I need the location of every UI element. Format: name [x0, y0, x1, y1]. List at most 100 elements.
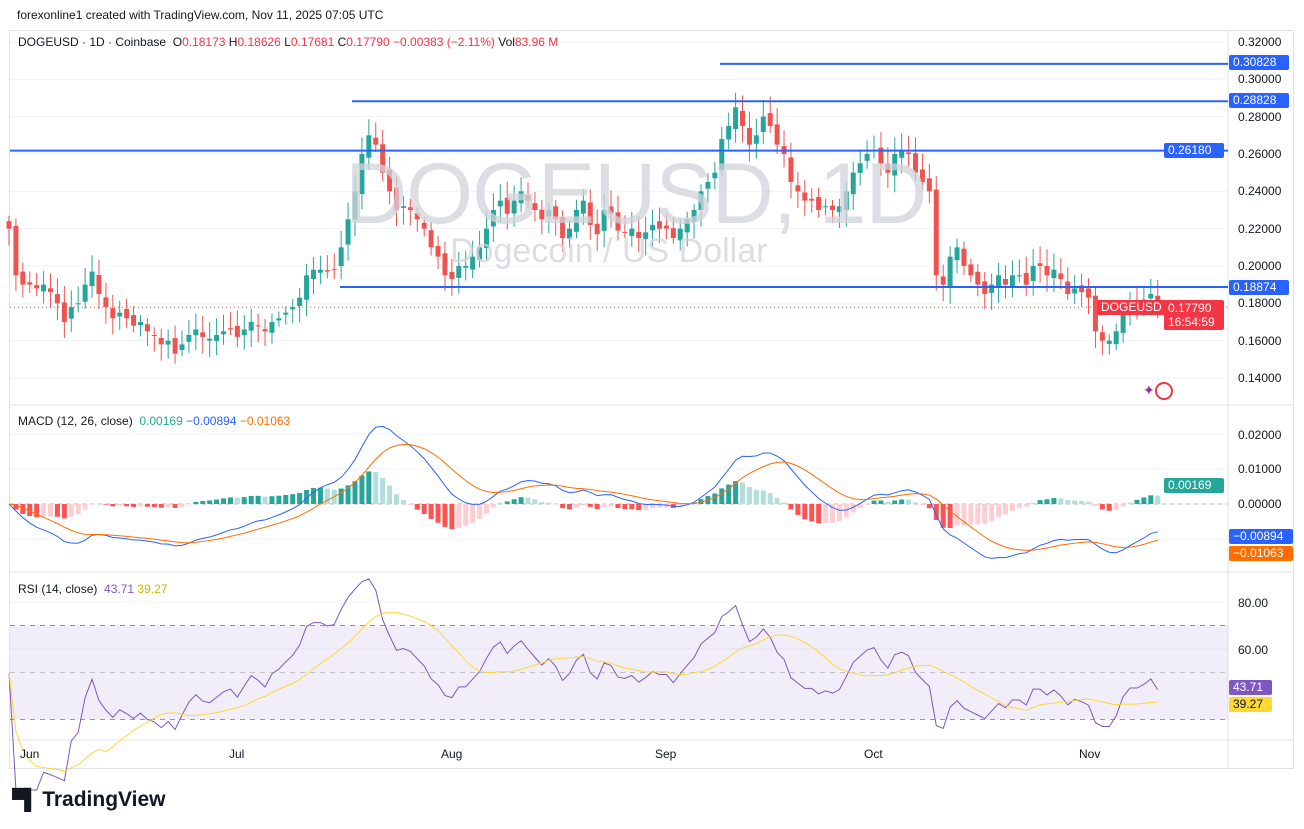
- candle-body: [712, 172, 718, 179]
- candle-body: [387, 169, 393, 192]
- candle-body: [567, 228, 573, 239]
- macd-label[interactable]: MACD (12, 26, close): [18, 414, 133, 428]
- price-tick: 0.32000: [1238, 35, 1282, 49]
- chart-frame[interactable]: [9, 30, 1294, 769]
- candle-body: [829, 205, 835, 210]
- macd-histogram-bar: [290, 494, 296, 504]
- level-badge: 0.30828: [1229, 55, 1289, 70]
- candle-body: [788, 157, 794, 182]
- candle-body: [968, 264, 974, 276]
- macd-histogram-bar: [726, 484, 732, 504]
- macd-histogram-bar: [892, 500, 898, 504]
- macd-histogram-bar: [165, 504, 171, 508]
- candle-body: [1002, 278, 1008, 285]
- macd-histogram-bar: [1106, 504, 1112, 511]
- macd-histogram-bar: [511, 499, 517, 504]
- rsi-label[interactable]: RSI (14, close): [18, 582, 98, 596]
- candle-body: [1072, 288, 1078, 294]
- candle-body: [193, 329, 199, 336]
- candle-body: [857, 163, 863, 173]
- candle-body: [656, 221, 662, 229]
- macd-tick: 0.02000: [1238, 428, 1282, 442]
- candle-body: [719, 139, 725, 171]
- macd-histogram-bar: [996, 504, 1002, 517]
- candle-body: [68, 307, 74, 319]
- macd-value: −0.00894: [186, 414, 237, 428]
- macd-hist-badge: 0.00169: [1164, 478, 1224, 493]
- macd-histogram-bar: [470, 504, 476, 524]
- macd-histogram-bar: [587, 504, 593, 507]
- macd-histogram-bar: [297, 492, 303, 504]
- macd-badge: −0.00894: [1229, 529, 1293, 544]
- macd-hist-value: 0.00169: [139, 414, 183, 428]
- candle-body: [996, 275, 1002, 287]
- rsi-legend: RSI (14, close) 43.71 39.27: [18, 582, 167, 596]
- rsi-ma-badge: 39.27: [1229, 697, 1272, 712]
- macd-histogram-bar: [961, 504, 967, 526]
- logo-text: TradingView: [42, 788, 166, 811]
- price-tick: 0.28000: [1238, 109, 1282, 124]
- candle-body: [650, 224, 656, 231]
- candle-body: [573, 209, 579, 232]
- candle-body: [553, 206, 559, 220]
- candle-body: [1079, 285, 1085, 293]
- macd-histogram-bar: [712, 493, 718, 504]
- candle-body: [823, 206, 829, 208]
- macd-histogram-bar: [795, 504, 801, 515]
- last-price: 0.17790: [1168, 301, 1212, 315]
- candle-body: [310, 269, 316, 279]
- macd-histogram-bar: [580, 504, 586, 506]
- candle-body: [989, 284, 995, 294]
- candle-body: [394, 187, 400, 210]
- rsi-value: 43.71: [104, 582, 135, 596]
- candle-body: [940, 276, 946, 285]
- macd-histogram-bar: [193, 501, 199, 504]
- candle-body: [477, 247, 483, 260]
- candle-body: [601, 209, 607, 231]
- candle-body: [269, 321, 275, 333]
- macd-histogram-bar: [54, 504, 60, 517]
- events-icons[interactable]: ✦: [1143, 382, 1173, 401]
- macd-histogram-bar: [1092, 504, 1098, 507]
- macd-histogram-bar: [560, 504, 566, 509]
- macd-histogram-bar: [214, 499, 220, 504]
- candle-body: [961, 248, 967, 266]
- candle-body: [636, 231, 642, 238]
- tradingview-logo[interactable]: ▀▌ TradingView: [12, 788, 166, 812]
- low-label: L: [284, 35, 291, 49]
- candle-body: [1016, 275, 1022, 277]
- price-tick: 0.14000: [1238, 370, 1282, 385]
- us-flag-icon[interactable]: [1154, 382, 1173, 401]
- level-badge: 0.18874: [1229, 280, 1289, 295]
- candle-body: [414, 213, 420, 220]
- macd-histogram-bar: [345, 485, 351, 504]
- macd-histogram-bar: [1072, 500, 1078, 504]
- macd-histogram-bar: [1120, 504, 1126, 507]
- macd-histogram-bar: [802, 504, 808, 520]
- macd-histogram-bar: [103, 504, 109, 505]
- volume-value: 83.96 M: [514, 35, 559, 49]
- candle-body: [158, 337, 164, 345]
- candle-body: [75, 303, 81, 305]
- macd-histogram-bar: [1044, 499, 1050, 504]
- macd-histogram-bar: [490, 504, 496, 508]
- candle-body: [82, 284, 88, 302]
- macd-histogram-bar: [1134, 499, 1140, 504]
- macd-histogram-bar: [677, 504, 683, 508]
- macd-histogram-bar: [698, 499, 704, 504]
- macd-histogram-bar: [456, 504, 462, 528]
- candle-body: [483, 228, 489, 249]
- macd-histogram-bar: [207, 500, 213, 504]
- symbol-label[interactable]: DOGEUSD · 1D · Coinbase: [18, 35, 167, 49]
- macd-tick: 0.01000: [1238, 462, 1282, 476]
- candle-body: [802, 192, 808, 201]
- macd-histogram-bar: [1099, 504, 1105, 510]
- macd-histogram-bar: [317, 487, 323, 504]
- macd-histogram-bar: [843, 504, 849, 518]
- macd-histogram-bar: [740, 482, 746, 504]
- macd-histogram-bar: [733, 481, 739, 504]
- macd-line: [8, 425, 1158, 559]
- candle-body: [622, 232, 628, 234]
- volume-label: Vol: [498, 35, 515, 49]
